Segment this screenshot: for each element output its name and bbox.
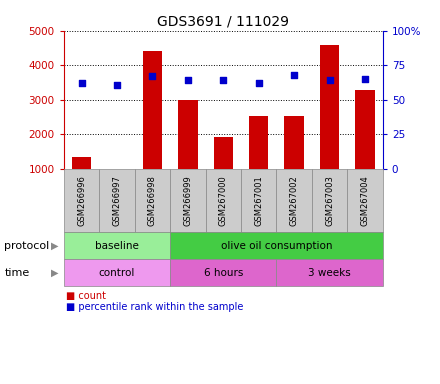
Text: ▶: ▶ [51,268,59,278]
Bar [205,169,241,232]
Text: baseline: baseline [95,241,139,251]
Bar [276,259,383,286]
Title: GDS3691 / 111029: GDS3691 / 111029 [158,14,290,28]
Text: GSM267000: GSM267000 [219,175,228,226]
Text: 6 hours: 6 hours [204,268,243,278]
Bar [213,137,233,169]
Text: GSM266996: GSM266996 [77,175,86,226]
Bar [64,169,99,232]
Point [255,80,262,86]
Point [291,72,298,78]
Text: GSM267002: GSM267002 [290,175,299,226]
Bar [320,45,339,169]
Text: time: time [4,268,29,278]
Bar [135,169,170,232]
Bar [170,259,276,286]
Text: GSM267001: GSM267001 [254,175,263,226]
Bar [99,169,135,232]
Text: GSM266999: GSM266999 [183,175,192,226]
Bar [72,157,91,169]
Text: GSM267003: GSM267003 [325,175,334,226]
Text: ▶: ▶ [51,241,59,251]
Bar [178,100,198,169]
Bar [312,169,347,232]
Text: protocol: protocol [4,241,50,251]
Text: ■ percentile rank within the sample: ■ percentile rank within the sample [66,302,243,312]
Text: GSM266998: GSM266998 [148,175,157,226]
Bar [170,232,383,259]
Text: ■ count: ■ count [66,291,106,301]
Text: GSM267004: GSM267004 [360,175,370,226]
Point [149,73,156,79]
Point [362,76,369,82]
Bar [241,169,276,232]
Bar [347,169,383,232]
Text: control: control [99,268,135,278]
Text: 3 weeks: 3 weeks [308,268,351,278]
Point [114,81,121,88]
Point [220,78,227,84]
Text: GSM266997: GSM266997 [113,175,121,226]
Bar [64,259,170,286]
Point [326,78,333,84]
Text: olive oil consumption: olive oil consumption [221,241,332,251]
Bar [284,116,304,169]
Bar [356,90,375,169]
Bar [64,232,170,259]
Bar [170,169,205,232]
Point [184,78,191,84]
Point [78,80,85,86]
Bar [143,51,162,169]
Bar [276,169,312,232]
Bar [249,116,268,169]
